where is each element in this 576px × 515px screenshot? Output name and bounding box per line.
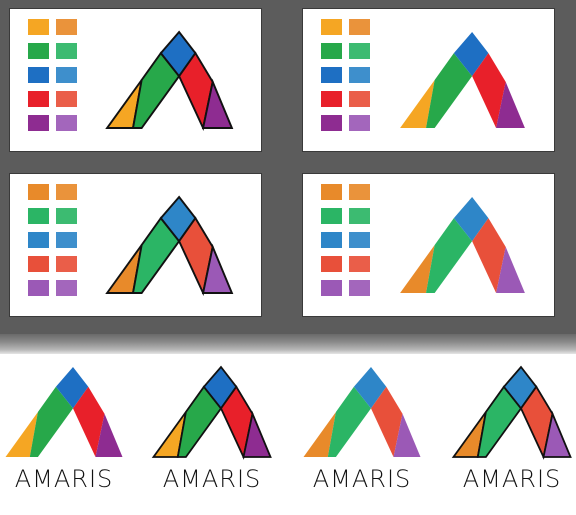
swatch-blue-primary[interactable] (28, 67, 49, 83)
logo-piece-red (73, 386, 105, 457)
logo-piece-red (472, 218, 506, 293)
logo-piece-purple (95, 413, 123, 457)
swatch-red-secondary[interactable] (349, 91, 370, 107)
swatch-orange-primary[interactable] (28, 19, 49, 35)
swatch-red-secondary[interactable] (349, 256, 370, 272)
logo-piece-purple (201, 78, 234, 129)
logo-piece-red (472, 53, 506, 128)
artboard-soft-outlined[interactable] (10, 174, 261, 316)
logo-piece-purple (542, 410, 572, 458)
swatch-orange-secondary[interactable] (349, 184, 370, 200)
swatch-purple-primary[interactable] (28, 280, 49, 296)
logo-piece-green (426, 218, 473, 293)
logo-piece-purple (496, 81, 525, 128)
swatch-green-primary[interactable] (321, 43, 342, 59)
swatch-red-primary[interactable] (321, 256, 342, 272)
logo-piece-orange (5, 412, 38, 457)
swatch-purple-secondary[interactable] (56, 280, 77, 296)
swatch-blue-secondary[interactable] (56, 232, 77, 248)
logo-piece-green (29, 386, 73, 457)
logo-mark-soft-plain (303, 367, 421, 457)
logo-piece-green (426, 53, 473, 128)
logo-mark-soft-outlined (451, 365, 572, 460)
logo-mark-vivid-plain (5, 367, 123, 457)
swatch-orange-primary[interactable] (28, 184, 49, 200)
swatch-green-secondary[interactable] (56, 43, 77, 59)
swatch-orange-secondary[interactable] (56, 19, 77, 35)
artboard-vivid-plain[interactable] (303, 9, 554, 151)
swatch-orange-primary[interactable] (321, 19, 342, 35)
logo-piece-red (371, 386, 403, 457)
swatch-red-secondary[interactable] (56, 91, 77, 107)
swatch-green-secondary[interactable] (349, 43, 370, 59)
swatch-purple-primary[interactable] (28, 115, 49, 131)
logo-mark (105, 30, 234, 132)
swatch-purple-secondary[interactable] (56, 115, 77, 131)
swatch-blue-primary[interactable] (28, 232, 49, 248)
swatch-orange-primary[interactable] (321, 184, 342, 200)
swatch-blue-secondary[interactable] (56, 67, 77, 83)
logo-piece-purple (393, 413, 421, 457)
swatch-green-secondary[interactable] (56, 208, 77, 224)
swatch-purple-secondary[interactable] (349, 115, 370, 131)
logo-piece-blue (453, 32, 489, 77)
swatch-purple-secondary[interactable] (349, 280, 370, 296)
swatch-green-primary[interactable] (321, 208, 342, 224)
logo-mark (400, 197, 525, 293)
swatch-red-primary[interactable] (28, 256, 49, 272)
logo-piece-green (327, 386, 371, 457)
swatch-orange-secondary[interactable] (349, 19, 370, 35)
swatch-blue-secondary[interactable] (349, 232, 370, 248)
swatch-purple-primary[interactable] (321, 280, 342, 296)
wordmark-vivid-outlined: AMARIS (162, 465, 262, 493)
wordmark-vivid-plain: AMARIS (14, 465, 114, 493)
swatch-green-primary[interactable] (28, 208, 49, 224)
section-divider (0, 334, 576, 354)
logo-piece-blue (453, 197, 489, 242)
artboard-vivid-outlined[interactable] (10, 9, 261, 151)
logo-piece-blue (353, 367, 387, 409)
swatch-green-primary[interactable] (28, 43, 49, 59)
swatch-red-primary[interactable] (28, 91, 49, 107)
artboard-soft-plain[interactable] (303, 174, 554, 316)
wordmark-soft-outlined: AMARIS (462, 465, 562, 493)
logo-mark (105, 195, 234, 297)
logo-piece-purple (242, 410, 272, 458)
logo-piece-blue (55, 367, 89, 409)
logo-mark (400, 32, 525, 128)
swatch-blue-primary[interactable] (321, 67, 342, 83)
swatch-red-primary[interactable] (321, 91, 342, 107)
swatch-green-secondary[interactable] (349, 208, 370, 224)
swatch-orange-secondary[interactable] (56, 184, 77, 200)
swatch-blue-secondary[interactable] (349, 67, 370, 83)
logo-piece-purple (496, 246, 525, 293)
wordmark-soft-plain: AMARIS (312, 465, 412, 493)
swatch-red-secondary[interactable] (56, 256, 77, 272)
logo-mark-vivid-outlined (151, 365, 272, 460)
swatch-purple-primary[interactable] (321, 115, 342, 131)
swatch-blue-primary[interactable] (321, 232, 342, 248)
logo-piece-orange (303, 412, 336, 457)
logo-piece-purple (201, 243, 234, 294)
